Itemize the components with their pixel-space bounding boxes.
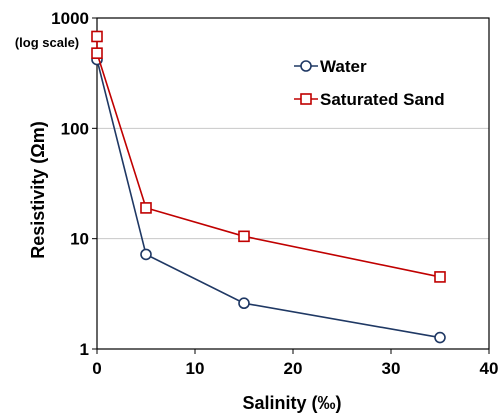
legend-water-marker [300,60,312,72]
series-layer [91,30,446,344]
data-point-saturated-sand [140,202,152,214]
tick-layer: 1 10 100 1000 0 10 20 30 40 [51,9,498,378]
series-line-water [96,59,441,339]
data-point-water [140,248,152,261]
legend-sand-label: Saturated Sand [320,90,445,109]
data-point-saturated-sand [434,271,446,283]
log-scale-note: (log scale) [15,35,79,50]
x-tick-label: 40 [480,359,499,378]
grid-layer [97,127,489,240]
plot-area [96,17,490,350]
legend-sand-marker [300,93,312,105]
y-axis-title: Resistivity (Ωm) [28,121,48,258]
data-point-water [434,331,446,344]
data-point-water [238,297,250,310]
legend-water-label: Water [320,57,367,76]
x-axis-title: Salinity (‰) [242,393,341,413]
y-tick-label: 100 [61,119,89,138]
data-point-saturated-sand [91,30,103,43]
legend-item-water: Water [294,57,367,76]
legend-item-saturated-sand: Saturated Sand [294,90,445,109]
legend: Water Saturated Sand [294,57,445,109]
data-point-saturated-sand [238,230,250,243]
y-tick-label: 1000 [51,9,89,28]
x-tick-label: 20 [284,359,303,378]
series-line-saturated-sand [96,36,441,278]
y-tick-label: 10 [70,230,89,249]
y-tick-label: 1 [80,340,89,359]
x-tick-label: 0 [92,359,101,378]
x-tick-label: 10 [186,359,205,378]
x-tick-label: 30 [382,359,401,378]
data-point-saturated-sand [91,47,103,59]
